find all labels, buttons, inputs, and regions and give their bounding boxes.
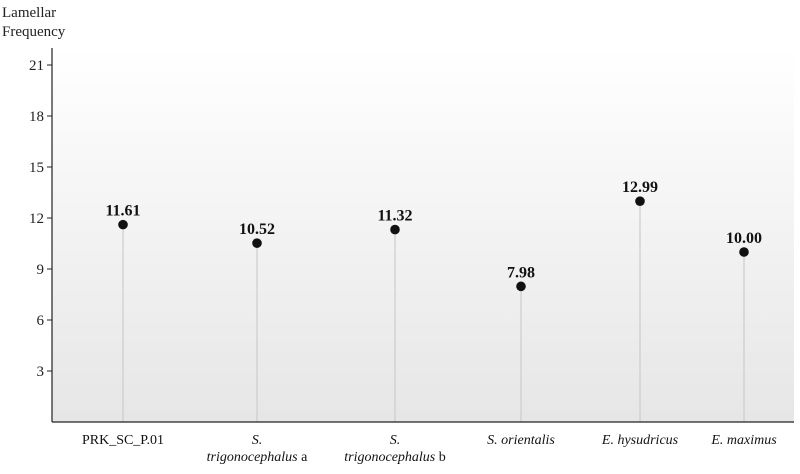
y-axis-label-line-2: Frequency [2, 24, 66, 40]
x-category-label: PRK_SC_P.01 [82, 433, 164, 448]
x-category-label: trigonocephalus a [207, 450, 309, 465]
y-tick-label: 12 [29, 211, 44, 227]
x-category-label: trigonocephalus b [344, 450, 446, 465]
y-tick-label: 15 [29, 160, 44, 176]
data-label: 11.32 [377, 208, 412, 225]
data-label: 11.61 [105, 203, 140, 220]
y-tick-label: 18 [29, 109, 44, 125]
data-label: 12.99 [622, 179, 658, 196]
y-tick-label: 6 [37, 313, 45, 329]
data-point [635, 196, 645, 206]
y-axis-label-line-1: Lamellar [2, 5, 56, 21]
x-category-label: S. orientalis [487, 433, 555, 448]
data-label: 10.00 [726, 230, 762, 247]
x-category-label: S. [252, 433, 263, 448]
x-category-label: S. [390, 433, 401, 448]
data-label: 7.98 [507, 264, 535, 281]
y-tick-label: 21 [29, 58, 44, 74]
x-category-label: E. maximus [710, 433, 777, 448]
y-tick-label: 3 [37, 364, 45, 380]
y-tick-label: 9 [37, 262, 45, 278]
plot-background [52, 48, 794, 422]
data-point [739, 247, 749, 257]
data-point [516, 281, 526, 292]
data-point [118, 219, 128, 230]
data-point [390, 224, 400, 235]
x-category-label: E. hysudricus [601, 433, 679, 448]
data-label: 10.52 [239, 221, 275, 238]
data-point [252, 238, 262, 248]
